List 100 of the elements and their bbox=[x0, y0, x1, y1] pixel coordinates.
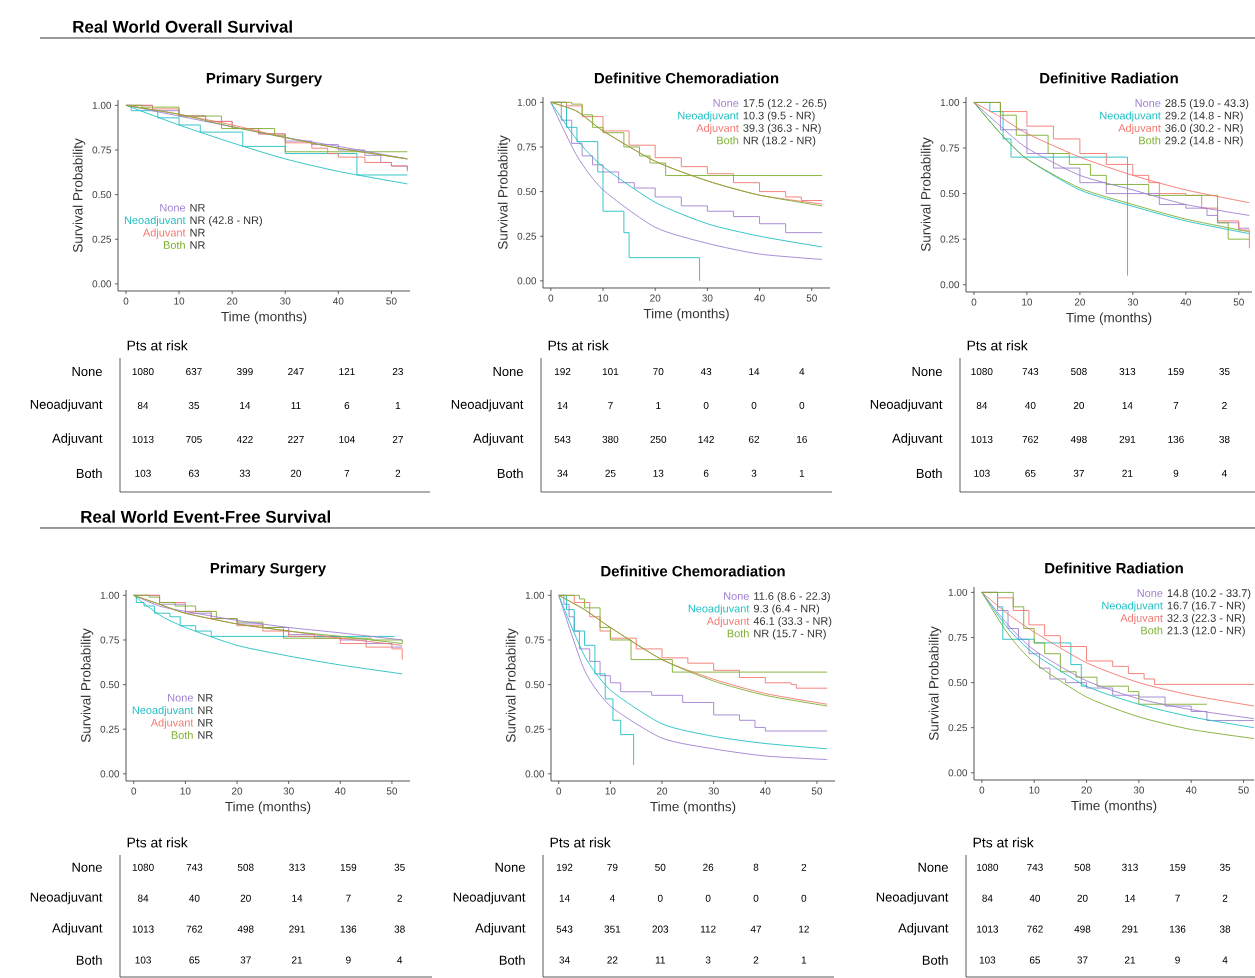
annotation: 9.3 (6.4 - NR) bbox=[753, 604, 820, 615]
data-label: 4 bbox=[799, 368, 805, 375]
data-label: 65 bbox=[1029, 956, 1041, 964]
data-label: 0 bbox=[753, 894, 759, 902]
data-label: 203 bbox=[652, 925, 669, 933]
data-label: 27 bbox=[392, 435, 403, 443]
y-tick-label: 0.75 bbox=[92, 146, 112, 154]
x-axis-title: Time (months) bbox=[225, 801, 311, 814]
data-label: 25 bbox=[605, 469, 616, 477]
y-tick-label: None bbox=[918, 862, 948, 872]
annotation: 32.3 (22.3 - NR) bbox=[1167, 613, 1245, 625]
data-label: 1080 bbox=[132, 863, 154, 871]
y-tick-label: 0.75 bbox=[517, 143, 537, 151]
y-tick-label: 0.75 bbox=[948, 633, 968, 642]
data-label: 12 bbox=[799, 925, 809, 933]
x-axis-title: Time (months) bbox=[1066, 312, 1152, 325]
data-label: 37 bbox=[1077, 956, 1088, 964]
text: None bbox=[724, 592, 749, 600]
data-label: 3 bbox=[751, 469, 757, 477]
x-tick-label: 10 bbox=[174, 297, 185, 305]
data-label: 26 bbox=[703, 863, 714, 871]
x-tick-label: 30 bbox=[708, 787, 719, 795]
data-label: 508 bbox=[1074, 863, 1091, 871]
y-tick-label: 0.25 bbox=[948, 724, 968, 732]
data-label: 11 bbox=[291, 402, 301, 409]
data-label: 0 bbox=[801, 894, 807, 902]
y-tick-label: 0.25 bbox=[525, 725, 545, 733]
y-tick-label: 0.25 bbox=[100, 725, 120, 733]
y-axis-title: Survival Probability bbox=[928, 626, 942, 741]
y-tick-label: Adjuvant bbox=[52, 433, 103, 446]
data-label: 136 bbox=[1168, 435, 1184, 443]
data-label: 1 bbox=[799, 469, 805, 477]
annotation: 39.3 (36.3 - NR) bbox=[743, 123, 821, 135]
annotation: 28.5 (19.0 - 43.3) bbox=[1165, 98, 1249, 110]
chart-title: Definitive Radiation bbox=[1040, 72, 1178, 84]
data-label: 22 bbox=[607, 956, 618, 964]
x-tick-label: 10 bbox=[598, 294, 609, 302]
text: Neoadjuvant bbox=[1102, 601, 1163, 612]
data-label: 313 bbox=[1119, 368, 1136, 376]
text: Neoadjuvant bbox=[124, 216, 186, 227]
x-tick-label: 30 bbox=[702, 294, 713, 302]
x-tick-label: 20 bbox=[1081, 786, 1092, 794]
annotation: NR bbox=[198, 731, 213, 739]
x-tick-label: 50 bbox=[806, 294, 817, 302]
text: Both bbox=[727, 629, 749, 638]
chart-title: Primary Surgery bbox=[206, 72, 323, 87]
data-label: 121 bbox=[339, 368, 355, 376]
data-label: 7 bbox=[1173, 402, 1179, 409]
data-label: 508 bbox=[1070, 368, 1087, 376]
y-tick-label: Adjuvant bbox=[898, 923, 949, 936]
x-tick-label: 40 bbox=[759, 787, 771, 795]
y-tick-label: Neoadjuvant bbox=[876, 892, 949, 905]
text: Both bbox=[171, 730, 193, 739]
data-label: 9 bbox=[346, 956, 351, 964]
y-tick-label: Adjuvant bbox=[475, 923, 526, 936]
data-label: 247 bbox=[288, 368, 304, 376]
data-label: 35 bbox=[394, 863, 405, 871]
chart-title: Pts at risk bbox=[967, 340, 1028, 351]
data-label: 0 bbox=[799, 401, 805, 410]
x-tick-label: 0 bbox=[979, 786, 985, 794]
text: Real World Event-Free Survival bbox=[81, 510, 330, 523]
text: Neoadjuvant bbox=[132, 706, 194, 717]
data-label: 136 bbox=[340, 925, 357, 933]
x-tick-label: 20 bbox=[227, 297, 238, 305]
annotation: 21.3 (12.0 - NR) bbox=[1167, 626, 1245, 637]
y-tick-label: 0.25 bbox=[92, 235, 112, 243]
data-label: 637 bbox=[186, 368, 202, 376]
annotation: NR bbox=[198, 706, 213, 714]
data-label: 38 bbox=[1219, 925, 1231, 933]
data-label: 351 bbox=[604, 925, 621, 933]
data-label: 21 bbox=[292, 956, 303, 964]
data-label: 543 bbox=[554, 435, 571, 443]
text: Adjuvant bbox=[150, 718, 194, 729]
data-label: 0 bbox=[703, 401, 709, 410]
data-label: 6 bbox=[703, 469, 709, 477]
text: None bbox=[1135, 99, 1161, 107]
data-label: 11 bbox=[655, 956, 665, 964]
x-tick-label: 30 bbox=[1133, 786, 1145, 794]
x-axis-title: Time (months) bbox=[1071, 800, 1157, 813]
data-label: 159 bbox=[340, 863, 357, 871]
y-axis-title: Survival Probability bbox=[497, 135, 511, 250]
data-label: 743 bbox=[1027, 863, 1043, 871]
y-tick-label: 0.00 bbox=[92, 280, 112, 288]
data-label: 399 bbox=[236, 368, 253, 376]
y-tick-label: 0.50 bbox=[940, 190, 960, 198]
data-label: 0 bbox=[751, 401, 757, 410]
data-label: 1013 bbox=[971, 435, 993, 443]
y-tick-label: None bbox=[495, 862, 525, 872]
data-label: 291 bbox=[289, 925, 305, 933]
y-tick-label: Neoadjuvant bbox=[870, 399, 943, 412]
y-tick-label: Adjuvant bbox=[473, 433, 524, 446]
data-label: 38 bbox=[1219, 435, 1230, 443]
y-tick-label: 0.75 bbox=[100, 636, 120, 644]
annotation: 11.6 (8.6 - 22.3) bbox=[754, 591, 830, 603]
data-label: 0 bbox=[657, 894, 663, 902]
chart-title: Pts at risk bbox=[973, 837, 1034, 848]
x-tick-label: 40 bbox=[1180, 298, 1191, 306]
data-label: 62 bbox=[748, 435, 760, 443]
text: Neoadjuvant bbox=[678, 111, 739, 122]
data-label: 65 bbox=[1025, 469, 1036, 477]
